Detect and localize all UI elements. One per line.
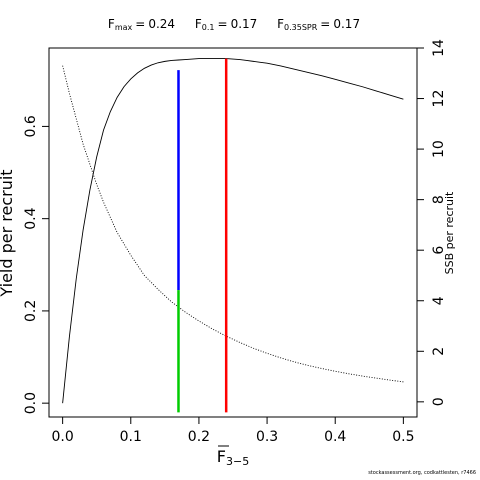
y-left-tick-label: 0.2 [23,300,39,322]
title-f01-value: 0.17 [231,17,258,31]
y-axis-right-label: SSB per recruit [443,191,456,274]
x-tick-label: 0.1 [120,429,142,445]
x-tick-label: 0.4 [324,429,346,445]
chart-title: Fmax = 0.24 F0.1 = 0.17 F0.35SPR = 0.17 [108,17,360,32]
y-axis-left-label: Yield per recruit [0,169,16,297]
y-right-tick-label: 4 [431,296,447,305]
yield-per-recruit-line [62,58,404,404]
y-right-tick-label: 8 [431,195,447,204]
plot-frame [48,47,418,418]
y-right-tick-label: 0 [431,397,447,406]
title-fspr-sub: 0.35SPR [284,23,318,32]
y-axis-left: 0.0 0.2 0.4 0.6 [23,115,49,414]
x-axis-label-base: F [217,447,226,466]
title-fspr-value: 0.17 [333,17,360,31]
y-right-tick-label: 2 [431,347,447,356]
y-left-tick-label: 0.6 [23,115,39,137]
y-right-tick-label: 10 [431,140,447,158]
x-tick-label: 0.2 [188,429,210,445]
title-f01-sub: 0.1 [202,23,215,32]
x-tick-label: 0.3 [256,429,278,445]
y-right-tick-label: 6 [431,246,447,255]
series-layer [62,58,404,404]
title-fmax-value: 0.24 [148,17,175,31]
x-tick-label: 0.5 [392,429,414,445]
y-left-tick-label: 0.4 [23,207,39,229]
title-fmax-sub: max [115,23,133,32]
reference-lines [177,58,228,413]
x-tick-label: 0.0 [51,429,73,445]
footer-credit: stockassessment.org, codkattlesten, r746… [368,470,476,476]
x-axis-label-sub: 3−5 [226,455,249,468]
ssb-per-recruit-line [62,65,404,383]
y-left-tick-label: 0.0 [23,392,39,414]
y-axis-right: 0 2 4 6 8 10 12 14 [417,39,447,406]
title-f01-base: F [195,17,202,31]
x-axis-label: F3−5 [217,447,249,468]
y-right-tick-label: 12 [431,90,447,108]
title-fmax-base: F [108,17,115,31]
y-right-tick-label: 14 [431,39,447,57]
title-fspr-base: F [277,17,284,31]
x-axis: 0.0 0.1 0.2 0.3 0.4 0.5 [51,417,415,445]
